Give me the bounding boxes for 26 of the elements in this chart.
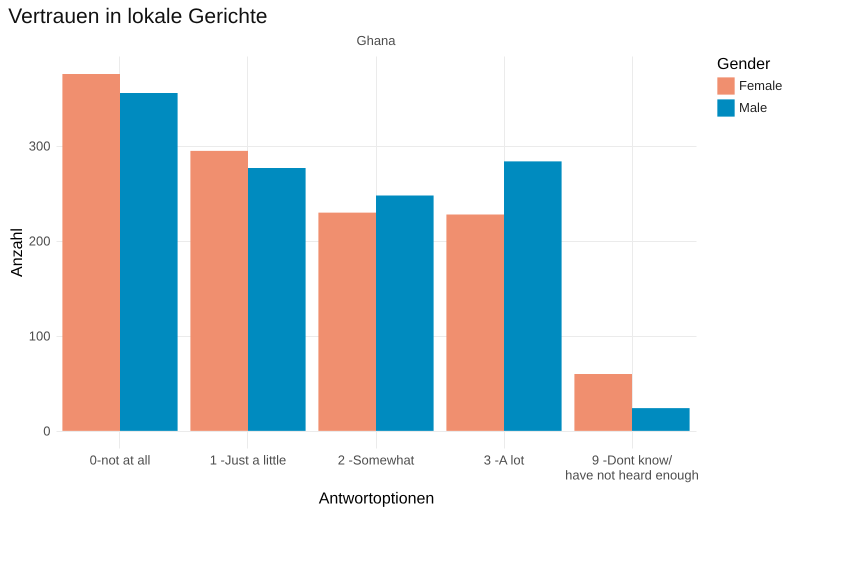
y-tick-label: 200 xyxy=(28,234,50,249)
bar xyxy=(504,161,562,431)
chart-title: Vertrauen in lokale Gerichte xyxy=(8,5,268,28)
x-tick-label: 2 -Somewhat xyxy=(338,452,415,468)
bar xyxy=(120,93,178,431)
bar xyxy=(248,168,306,431)
x-axis-title: Antwortoptionen xyxy=(318,490,434,508)
bar xyxy=(376,196,434,431)
y-tick-label: 0 xyxy=(43,423,50,438)
bar xyxy=(62,74,120,431)
x-tick-label: 0-not at all xyxy=(90,452,150,468)
x-tick-label: 3 -A lot xyxy=(484,452,525,468)
chart-subtitle: Ghana xyxy=(356,33,396,48)
y-axis-title: Anzahl xyxy=(8,228,26,277)
legend-label: Female xyxy=(739,78,782,93)
y-tick-label: 100 xyxy=(28,328,50,344)
x-tick-label: 1 -Just a little xyxy=(210,452,286,468)
bar xyxy=(632,408,690,431)
bar xyxy=(574,374,632,431)
bar xyxy=(446,214,504,431)
bar xyxy=(318,212,376,431)
y-tick-label: 300 xyxy=(28,138,50,154)
legend-label: Male xyxy=(739,100,768,115)
x-tick-label: 9 -Dont know/ have not heard enough xyxy=(565,452,699,482)
legend-title: Gender xyxy=(717,56,772,73)
bar xyxy=(190,150,248,431)
